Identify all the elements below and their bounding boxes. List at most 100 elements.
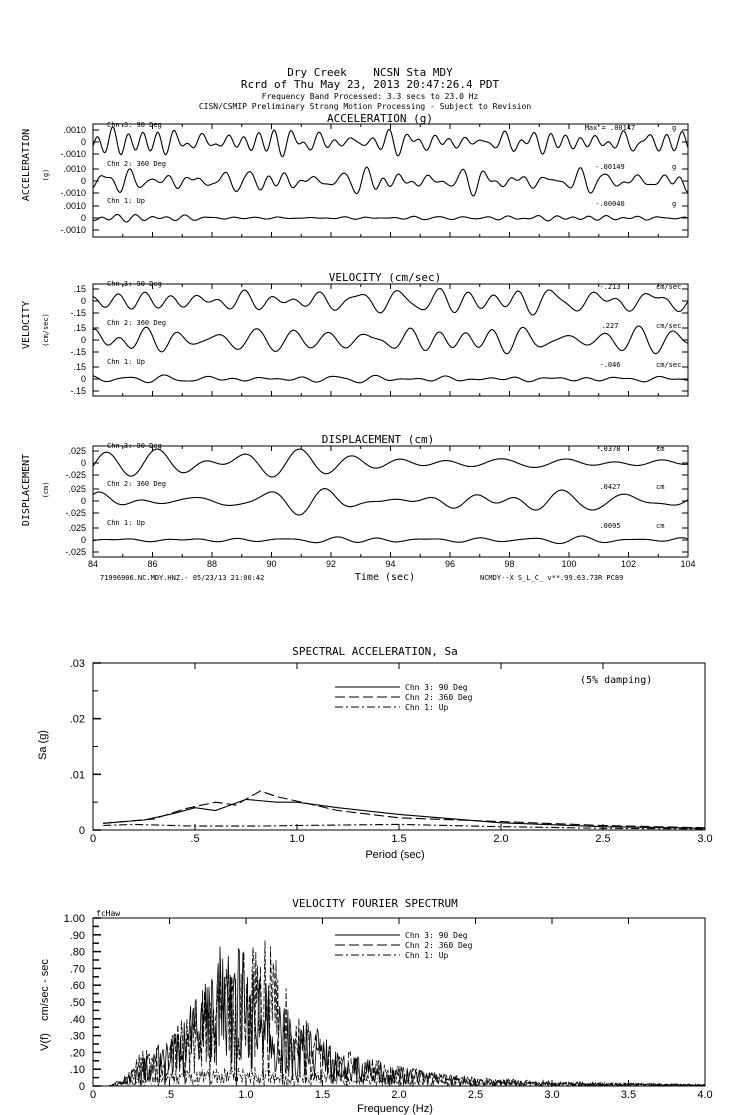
time-tick-label: 90 [266, 559, 276, 569]
legend-label: Chn 3: 90 Deg [405, 931, 468, 940]
displacement-peak-value: .0427 [599, 483, 620, 491]
footer-right: NCMDY--X S_L_C_ v**.99.63.73R PC89 [480, 574, 623, 582]
time-tick-label: 96 [445, 559, 455, 569]
displacement-peak-unit: cm [656, 483, 664, 491]
fourier-series-dashed [96, 940, 705, 1088]
y-tick-label: .80 [70, 947, 85, 959]
displacement-ytick-label: 0 [81, 496, 86, 506]
sa-ylabel: Sa (g) [37, 730, 49, 760]
x-tick-label: 2.0 [493, 833, 508, 845]
sa-title: SPECTRAL ACCELERATION, Sa [292, 645, 458, 658]
displacement-ytick-label: -.025 [65, 508, 86, 518]
time-tick-label: 92 [326, 559, 336, 569]
displacement-ytick-label: .025 [68, 484, 86, 494]
x-tick-label: 0 [90, 1089, 96, 1101]
y-tick-label: .02 [70, 714, 85, 726]
acceleration-peak-unit: g [672, 163, 676, 171]
y-tick-label: .40 [70, 1014, 85, 1026]
acceleration-ytick-label: -.0010 [60, 149, 86, 159]
displacement-peak-value: .0378 [599, 445, 620, 453]
footer-left: 71996906.NC.MDY.HNZ.- 05/23/13 21:06:42 [100, 574, 264, 582]
legend-label: Chn 2: 360 Deg [405, 941, 473, 950]
acceleration-unit-label: (g) [42, 169, 50, 182]
velocity-ytick-label: 0 [81, 296, 86, 306]
velocity-title: VELOCITY (cm/sec) [329, 271, 442, 284]
displacement-trace-chn1 [92, 535, 689, 545]
displacement-ytick-label: -.025 [65, 547, 86, 557]
channel-label: Chn 2: 360 Deg [107, 319, 166, 327]
displacement-trace-chn2 [92, 488, 689, 516]
fourier-series-solid [96, 946, 705, 1088]
acceleration-trace-chn2 [92, 166, 688, 197]
velocity-peak-value: .227 [602, 322, 619, 330]
y-tick-label: .03 [70, 658, 85, 670]
plot-frame [92, 662, 706, 831]
time-tick-label: 100 [561, 559, 576, 569]
velocity-trace-chn1 [92, 374, 689, 384]
displacement-side-label: DISPLACEMENT [21, 454, 32, 526]
sa-series-dashed [103, 790, 706, 829]
channel-label: Chn 1: Up [107, 197, 145, 205]
y-tick-label: .60 [70, 980, 85, 992]
legend-label: Chn 3: 90 Deg [405, 683, 468, 692]
acceleration-ytick-label: .0010 [63, 201, 86, 211]
x-tick-label: 1.5 [315, 1089, 330, 1101]
x-tick-label: 3.5 [621, 1089, 636, 1101]
x-tick-label: 1.5 [391, 833, 406, 845]
fourier-title: VELOCITY FOURIER SPECTRUM [292, 897, 458, 910]
x-tick-label: 0 [90, 833, 96, 845]
channel-label: Chn 3: 90 Deg [107, 442, 162, 450]
velocity-peak-unit: cm/sec [656, 361, 681, 369]
x-tick-label: 2.0 [391, 1089, 406, 1101]
displacement-ytick-label: 0 [81, 458, 86, 468]
chart-marks: .0010 0 -.0010 Chn 3: 90 Deg Max = .00147 g .0… [60, 121, 712, 1101]
velocity-ytick-label: -.15 [70, 347, 86, 357]
header-line2: Rcrd of Thu May 23, 2013 20:47:26.4 PDT [241, 78, 500, 91]
displacement-unit-label: (cm) [42, 482, 50, 499]
fourier-corner-label: fcHaw [96, 909, 120, 918]
velocity-frame [92, 283, 689, 397]
fourier-series-dashdot [96, 1066, 706, 1088]
velocity-trace-chn2 [92, 325, 689, 355]
acceleration-title: ACCELERATION (g) [327, 112, 433, 125]
sa-series-solid [103, 798, 706, 829]
acceleration-ytick-label: 0 [81, 176, 86, 186]
velocity-ytick-label: 0 [81, 335, 86, 345]
acceleration-peak-value: Max = .00147 [585, 124, 636, 132]
velocity-ytick-label: .15 [73, 284, 86, 294]
velocity-trace-chn3 [92, 287, 689, 316]
x-tick-label: 3.0 [544, 1089, 559, 1101]
header-line1: Dry Creek NCSN Sta MDY [287, 66, 453, 79]
acceleration-trace-chn3 [92, 126, 689, 158]
time-tick-label: 98 [504, 559, 514, 569]
x-tick-label: 1.0 [289, 833, 304, 845]
velocity-peak-value: -.213 [599, 283, 620, 291]
x-tick-label: 1.0 [238, 1089, 253, 1101]
sa-damping-annotation: (5% damping) [580, 675, 652, 686]
velocity-side-label: VELOCITY [21, 301, 32, 349]
acceleration-trace-chn1 [92, 213, 689, 223]
displacement-ytick-label: 0 [81, 535, 86, 545]
y-tick-label: .10 [70, 1064, 85, 1076]
acceleration-side-label: ACCELERATION [21, 129, 32, 201]
acceleration-ytick-label: 0 [81, 137, 86, 147]
time-tick-label: 86 [147, 559, 157, 569]
acceleration-peak-unit: g [672, 124, 676, 132]
acceleration-ytick-label: .0010 [63, 164, 86, 174]
velocity-peak-value: -.046 [599, 361, 620, 369]
velocity-ytick-label: -.15 [70, 386, 86, 396]
acceleration-ytick-label: -.0010 [60, 225, 86, 235]
fourier-ylabel: V(f) cm/sec - sec [39, 959, 51, 1051]
velocity-unit-label: (cm/sec) [42, 313, 50, 347]
displacement-ytick-label: .025 [68, 523, 86, 533]
displacement-trace-chn3 [92, 448, 689, 478]
legend-label: Chn 1: Up [405, 951, 449, 960]
channel-label: Chn 1: Up [107, 358, 145, 366]
fourier-xlabel: Frequency (Hz) [357, 1103, 433, 1115]
plot-frame [92, 917, 706, 1087]
time-tick-label: 84 [88, 559, 98, 569]
time-axis-label: Time (sec) [355, 572, 415, 583]
displacement-peak-unit: cm [656, 522, 664, 530]
velocity-ytick-label: .15 [73, 362, 86, 372]
